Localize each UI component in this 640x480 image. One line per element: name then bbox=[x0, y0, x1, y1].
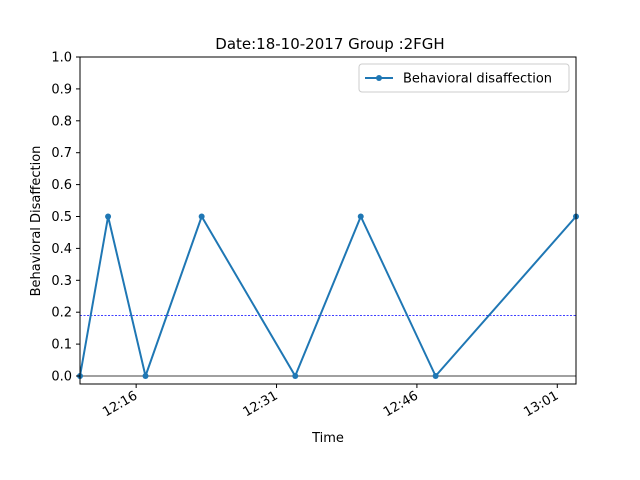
y-tick-label: 0.2 bbox=[51, 306, 72, 321]
y-tick-label: 0.8 bbox=[51, 114, 72, 129]
y-tick-label: 0.5 bbox=[51, 210, 72, 225]
y-tick-label: 1.0 bbox=[51, 51, 72, 66]
data-point bbox=[357, 213, 364, 220]
x-tick-label: 12:31 bbox=[241, 388, 281, 420]
data-point bbox=[198, 213, 205, 220]
x-tick-label: 12:46 bbox=[381, 388, 421, 420]
y-tick-label: 0.3 bbox=[51, 274, 72, 289]
plot-area: 0.0 0.1 0.2 0.3 0.4 0.5 0.6 0.7 0.8 0.9 1.0 12:16 12… bbox=[51, 51, 579, 420]
y-axis-label: Behavioral Disaffection bbox=[29, 146, 44, 297]
chart-title: Date:18-10-2017 Group :2FGH bbox=[215, 35, 444, 53]
y-tick-label: 0.1 bbox=[51, 338, 72, 353]
data-point bbox=[432, 373, 439, 379]
x-tick-label: 13:01 bbox=[521, 388, 561, 420]
data-point bbox=[105, 213, 112, 220]
legend-label: Behavioral disaffection bbox=[403, 72, 552, 87]
data-point bbox=[292, 373, 299, 379]
legend-box bbox=[358, 63, 570, 93]
y-tick-label: 0.6 bbox=[51, 178, 72, 193]
data-point bbox=[142, 373, 149, 379]
series-line bbox=[79, 215, 577, 377]
y-tick-label: 0.4 bbox=[51, 242, 72, 257]
x-axis-label: Time bbox=[311, 431, 344, 446]
x-tick-label: 12:16 bbox=[100, 388, 140, 420]
y-tick-label: 0.0 bbox=[51, 370, 72, 385]
y-tick-label: 0.7 bbox=[51, 146, 72, 161]
legend-swatch-marker bbox=[376, 75, 382, 81]
plot-frame bbox=[79, 56, 577, 385]
y-tick-label: 0.9 bbox=[51, 82, 72, 97]
